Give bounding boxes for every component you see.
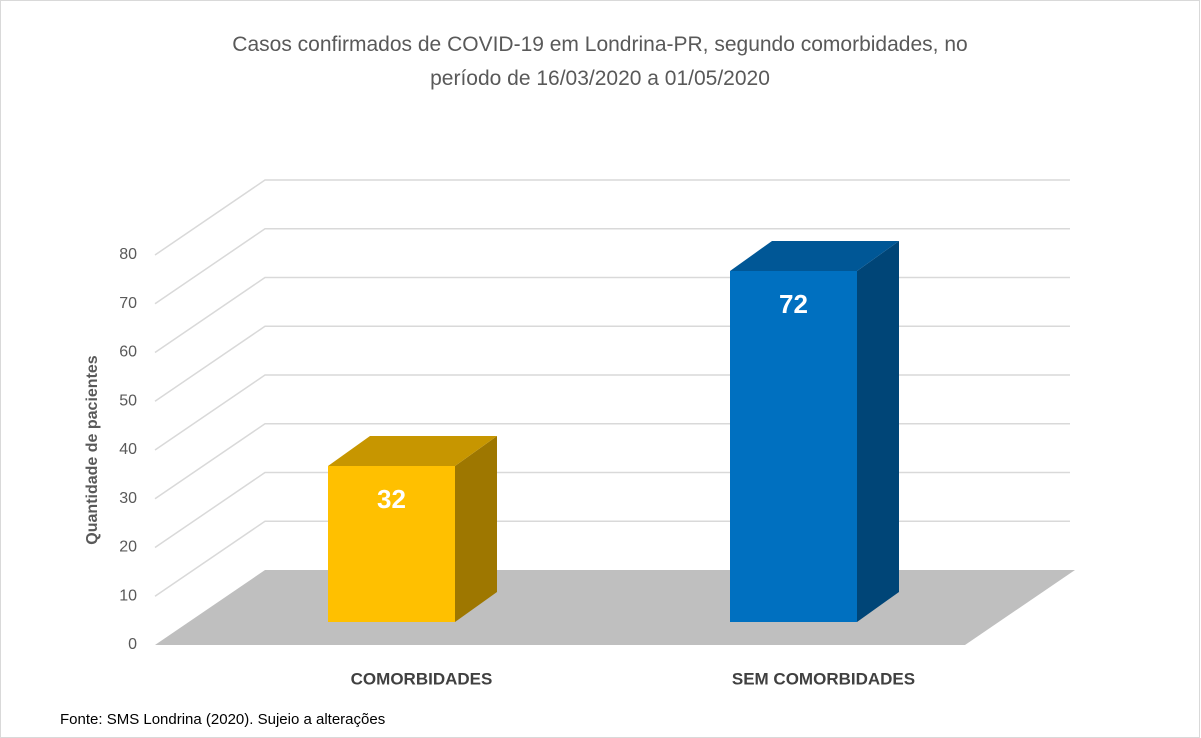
y-tick-label: 50 xyxy=(119,392,137,409)
y-tick-label: 0 xyxy=(128,636,137,653)
grid-line xyxy=(154,471,1070,549)
y-tick-label: 30 xyxy=(119,490,137,507)
bar-top xyxy=(328,436,497,466)
source-note: Fonte: SMS Londrina (2020). Sujeio a alt… xyxy=(60,711,385,728)
data-label: 32 xyxy=(377,484,406,514)
bar xyxy=(328,466,455,622)
y-tick-label: 70 xyxy=(119,295,137,312)
y-tick-label: 40 xyxy=(119,441,137,458)
y-axis-label: Quantidade de pacientes xyxy=(84,355,101,544)
y-tick-label: 80 xyxy=(119,246,137,263)
grid-line xyxy=(154,325,1070,402)
data-label: 72 xyxy=(779,289,808,319)
grid-line xyxy=(154,374,1070,451)
x-tick-label: SEM COMORBIDADES xyxy=(732,669,915,688)
bar-top xyxy=(730,241,899,271)
bar-side xyxy=(857,241,899,622)
grid-line xyxy=(154,276,1070,354)
bar xyxy=(730,271,857,622)
chart-title: Casos confirmados de COVID-19 em Londrin… xyxy=(232,33,967,90)
grid-line xyxy=(154,228,1070,305)
y-tick-label: 10 xyxy=(119,587,137,604)
y-tick-label: 20 xyxy=(119,539,137,556)
floor xyxy=(155,570,1075,645)
grid-line xyxy=(154,423,1070,500)
grid-line xyxy=(154,179,1070,256)
bar-side xyxy=(455,436,497,622)
y-tick-label: 60 xyxy=(119,344,137,361)
x-tick-label: COMORBIDADES xyxy=(351,669,493,688)
